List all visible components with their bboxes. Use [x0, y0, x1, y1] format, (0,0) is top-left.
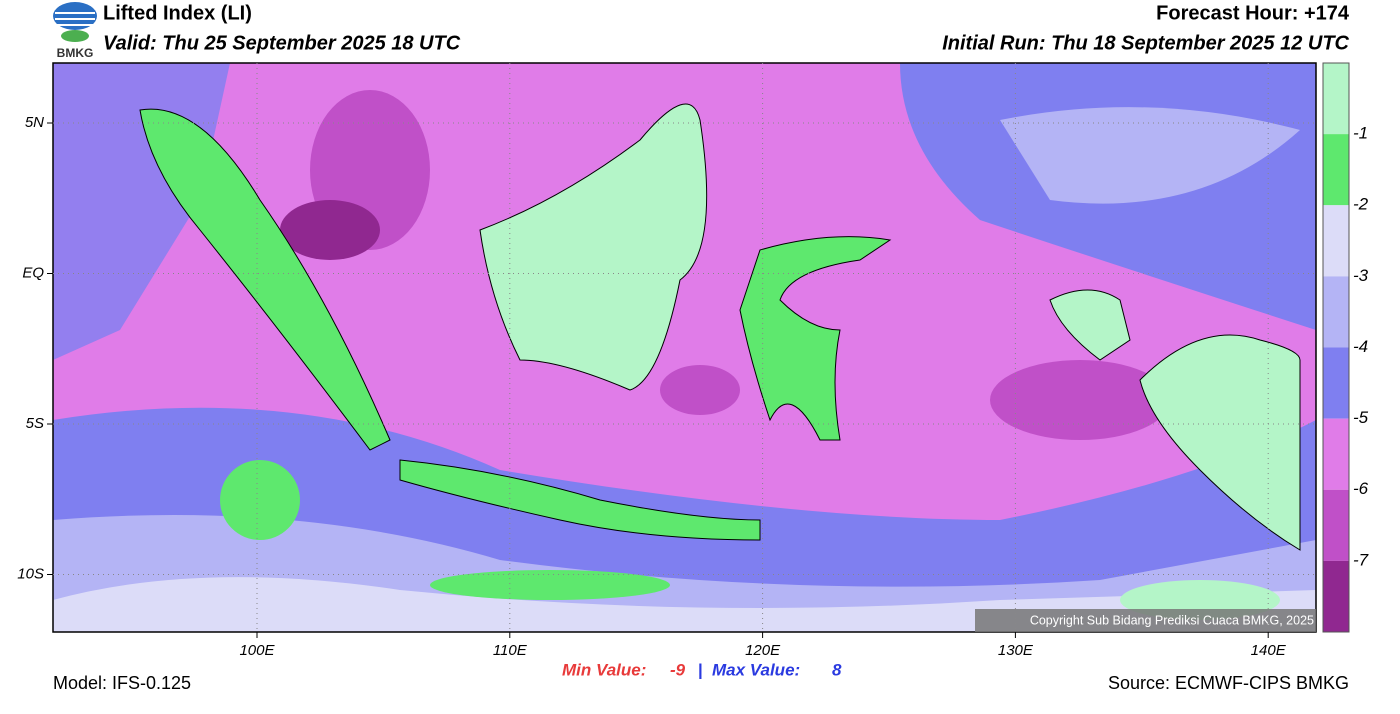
logo: BMKG	[53, 2, 97, 60]
max-value: 8	[832, 660, 842, 679]
separator: |	[698, 660, 703, 679]
colorbar-band	[1323, 347, 1349, 419]
map-frame	[52, 62, 1317, 633]
colorbar-band	[1323, 205, 1349, 277]
colorbar-label: -2	[1353, 195, 1369, 214]
colorbar: -1 -2 -3 -4 -5 -6 -7	[1322, 62, 1369, 633]
copyright-box	[975, 609, 1316, 632]
forecast-hour: Forecast Hour: +174	[1156, 2, 1350, 24]
colorbar-label: -6	[1353, 479, 1369, 498]
lat-tick-label: 10S	[17, 565, 44, 582]
copyright: Copyright Sub Bidang Prediksi Cuaca BMKG…	[1030, 613, 1314, 627]
colorbar-label: -7	[1353, 550, 1369, 569]
min-value: -9	[670, 660, 686, 679]
colorbar-band	[1323, 560, 1349, 632]
lon-tick-label: 120E	[745, 642, 781, 659]
lon-tick-label: 110E	[493, 642, 528, 659]
lat-tick-label: 5S	[26, 415, 44, 432]
min-label: Min Value:	[562, 660, 646, 679]
valid-time: Valid: Thu 25 September 2025 18 UTC	[103, 32, 461, 54]
colorbar-band	[1323, 489, 1349, 561]
lat-tick-label: 5N	[25, 114, 44, 131]
lon-tick-label: 130E	[998, 642, 1034, 659]
colorbar-label: -4	[1353, 337, 1368, 356]
lon-tick-label: 100E	[239, 642, 275, 659]
colorbar-label: -3	[1353, 266, 1369, 285]
source: Source: ECMWF-CIPS BMKG	[1108, 673, 1349, 693]
max-label: Max Value:	[712, 660, 800, 679]
lon-tick-label: 140E	[1251, 642, 1287, 659]
lat-tick-label: EQ	[22, 264, 44, 281]
colorbar-frame	[1322, 62, 1350, 633]
initial-run: Initial Run: Thu 18 September 2025 12 UT…	[942, 32, 1349, 54]
model: Model: IFS-0.125	[53, 673, 191, 693]
colorbar-label: -1	[1353, 124, 1368, 143]
li-field	[53, 63, 1316, 632]
logo-text: BMKG	[57, 46, 94, 60]
colorbar-band	[1323, 276, 1349, 348]
colorbar-band	[1323, 418, 1349, 490]
colorbar-band	[1323, 63, 1349, 135]
colorbar-label: -5	[1353, 408, 1369, 427]
title: Lifted Index (LI)	[103, 2, 252, 24]
colorbar-band	[1323, 134, 1349, 206]
